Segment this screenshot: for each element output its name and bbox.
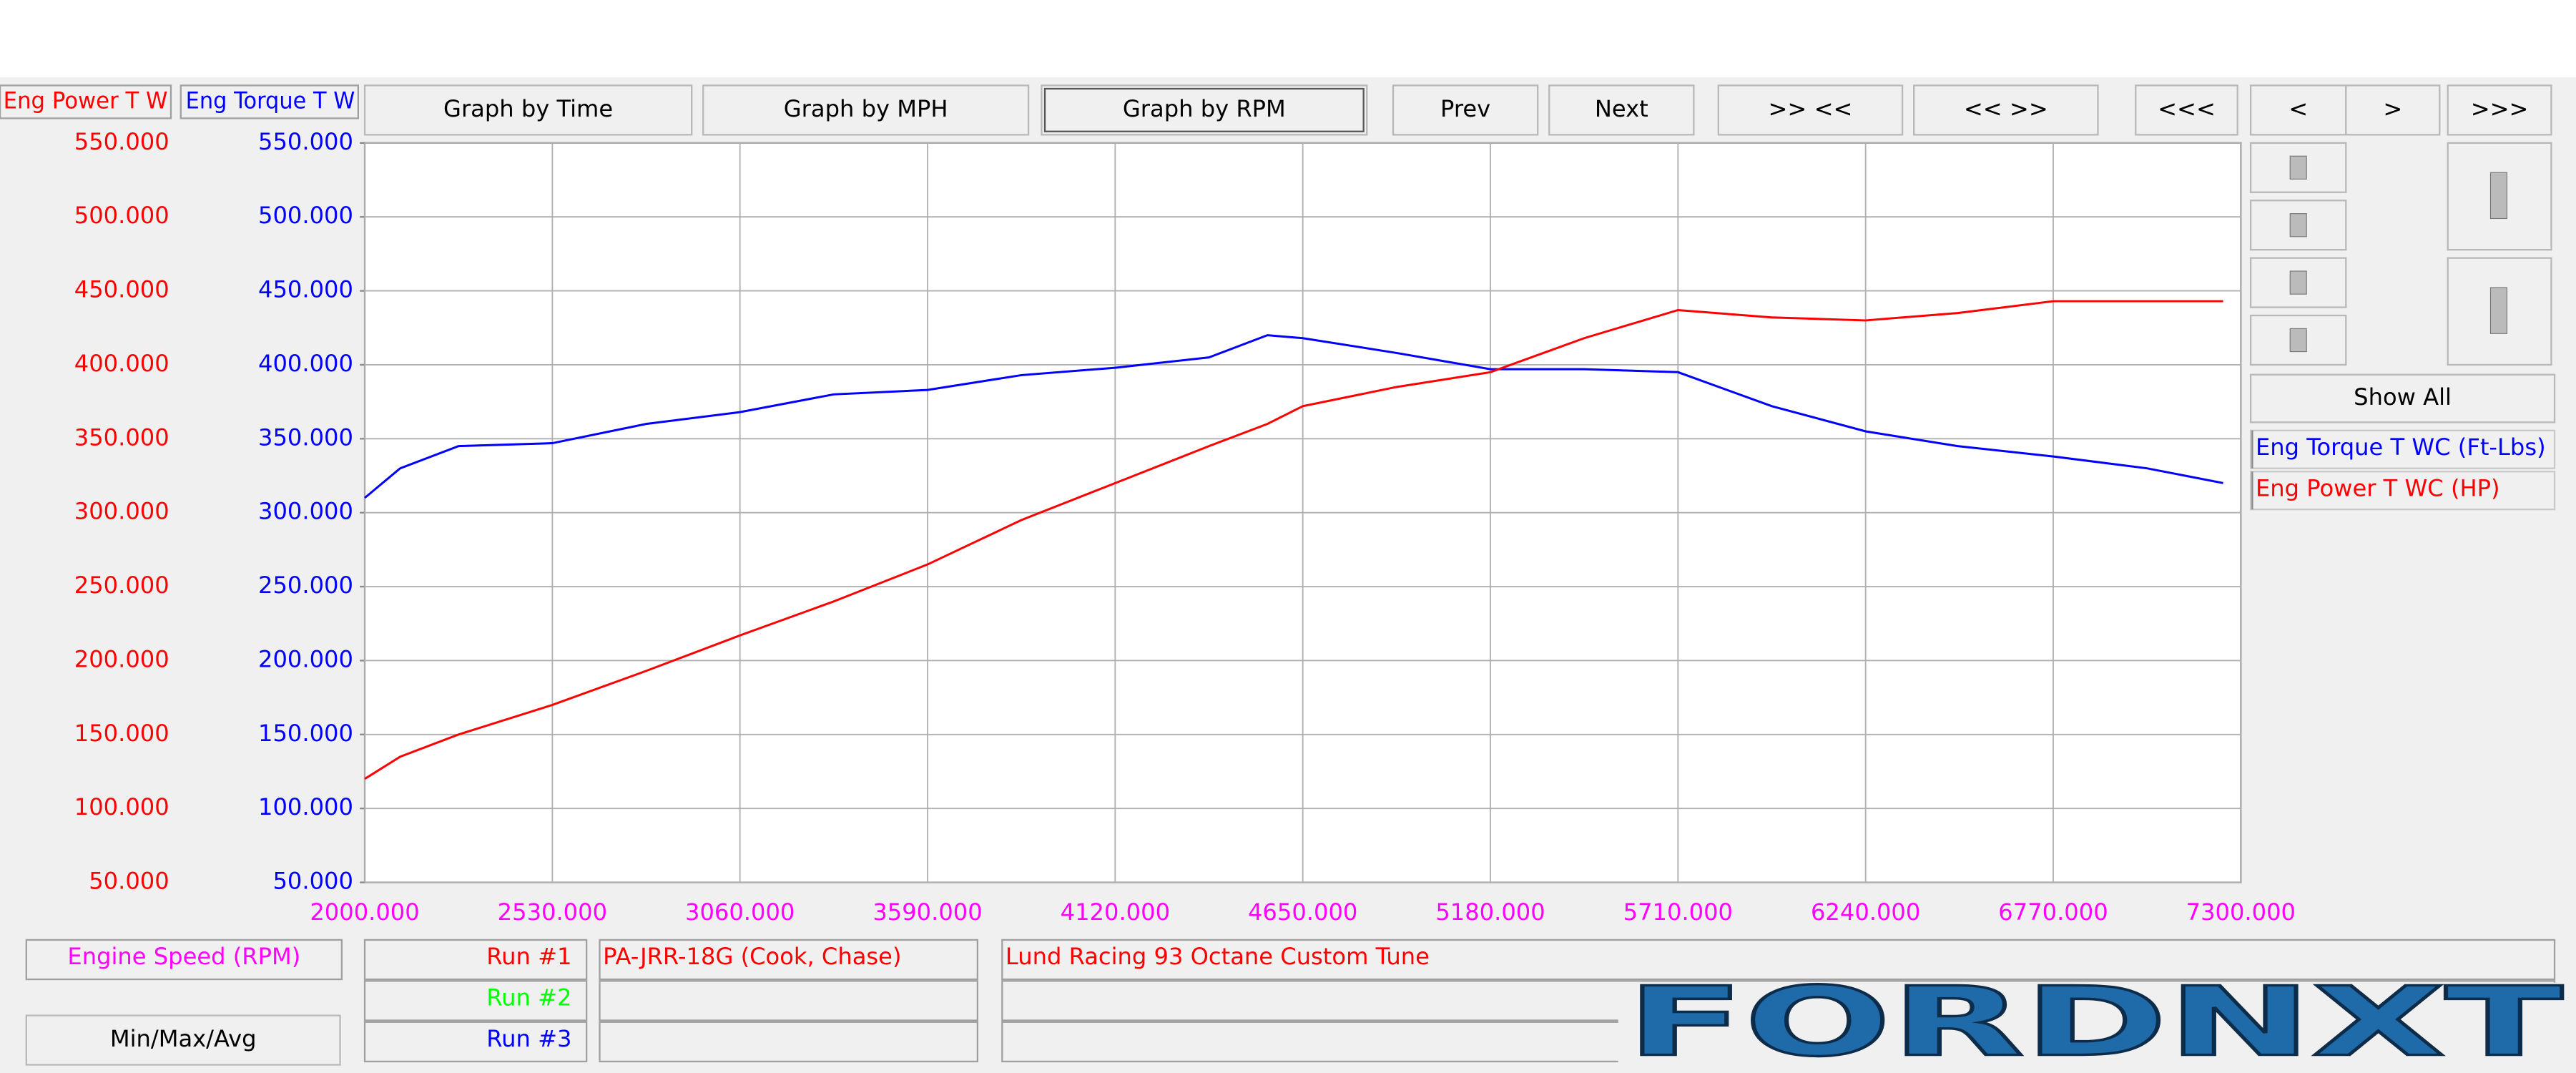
button-label[interactable]: >> <<: [1768, 95, 1852, 122]
button[interactable]: [2447, 84, 2552, 136]
button-label[interactable]: <<<: [2158, 95, 2216, 122]
x-tick-label: 7300.000: [2186, 898, 2296, 926]
button-label[interactable]: >>>: [2471, 95, 2529, 122]
button-label[interactable]: Graph by Time: [443, 95, 613, 122]
scroll-icon: [2289, 328, 2307, 353]
button-label[interactable]: Next: [1595, 95, 1648, 122]
vehicle-name: PA-JRR-18G (Cook, Chase): [603, 943, 901, 970]
y-tick-label: 300.000: [74, 498, 169, 525]
y-tick-label: 400.000: [74, 350, 169, 377]
button-label[interactable]: Show All: [2354, 383, 2452, 411]
button-label[interactable]: >: [2383, 95, 2402, 122]
legend-entry: Eng Torque T WC (Ft-Lbs): [2256, 433, 2546, 461]
button[interactable]: [2345, 84, 2441, 136]
legend-entry: Eng Power T WC (HP): [2256, 475, 2500, 502]
legend-box: [2249, 471, 2556, 511]
x-tick-label: 5180.000: [1435, 898, 1545, 926]
button[interactable]: [363, 84, 693, 136]
y2-tick-label: 150.000: [258, 720, 353, 747]
button[interactable]: [1392, 84, 1539, 136]
y2-tick-label: 250.000: [258, 572, 353, 599]
y2-tick-label: 400.000: [258, 350, 353, 377]
scroll-button[interactable]: [2249, 200, 2347, 251]
axis-header: [0, 84, 172, 119]
data-line: [364, 334, 2223, 499]
x-tick-label: 5710.000: [1623, 898, 1733, 926]
scroll-icon: [2489, 287, 2508, 334]
run-label: Run #1: [486, 943, 571, 970]
y-tick-label: 100.000: [74, 793, 169, 820]
button[interactable]: [702, 84, 1030, 136]
scroll-button[interactable]: [2249, 257, 2347, 308]
button-label[interactable]: Graph by RPM: [1123, 95, 1286, 122]
y2-tick-label: 450.000: [258, 276, 353, 303]
scroll-icon: [2289, 155, 2307, 180]
scroll-icon: [2289, 270, 2307, 295]
y-tick-label: 250.000: [74, 572, 169, 599]
y2-tick-label: 200.000: [258, 645, 353, 672]
button[interactable]: [1041, 84, 1368, 136]
y-tick-label: 350.000: [74, 423, 169, 451]
x-tick-label: 6240.000: [1811, 898, 1920, 926]
button[interactable]: [25, 1014, 341, 1066]
top-band: [0, 0, 2576, 77]
run-label: Run #3: [486, 1025, 571, 1052]
run-label: Run #2: [486, 984, 571, 1011]
tune-box: [1001, 939, 2556, 981]
x-tick-label: 2530.000: [498, 898, 607, 926]
x-tick-label: 2000.000: [310, 898, 419, 926]
scroll-icon: [2489, 172, 2508, 220]
tune-name: Lund Racing 93 Octane Custom Tune: [1006, 943, 1430, 970]
y2-tick-label: 350.000: [258, 423, 353, 451]
button[interactable]: [1913, 84, 2099, 136]
button[interactable]: [2249, 84, 2347, 136]
vehicle-box: [599, 1021, 978, 1063]
run-box: [363, 939, 588, 981]
vehicle-box: [599, 980, 978, 1021]
x-axis-label: Engine Speed (RPM): [67, 943, 300, 970]
logo: FORDNXT: [1626, 967, 2563, 1073]
x-tick-label: 4650.000: [1248, 898, 1357, 926]
button[interactable]: [1717, 84, 1904, 136]
button-label[interactable]: Graph by MPH: [784, 95, 948, 122]
button[interactable]: [2135, 84, 2238, 136]
vehicle-box: [599, 939, 978, 981]
x-tick-label: 3060.000: [685, 898, 795, 926]
legend-box: [2249, 429, 2556, 469]
logo-bg: [1618, 982, 2572, 1069]
button-label[interactable]: << >>: [1964, 95, 2048, 122]
button-label[interactable]: Prev: [1440, 95, 1490, 122]
axis-header-label: Eng Torque T W: [186, 87, 355, 114]
x-tick-label: 3590.000: [872, 898, 982, 926]
y-tick-label: 50.000: [89, 868, 169, 895]
button-label[interactable]: Min/Max/Avg: [110, 1025, 257, 1052]
y-tick-label: 500.000: [74, 202, 169, 229]
data-line: [364, 300, 2223, 780]
scroll-icon: [2289, 213, 2307, 237]
y2-tick-label: 550.000: [258, 128, 353, 155]
button[interactable]: [1548, 84, 1695, 136]
axis-header: [180, 84, 359, 119]
y2-tick-label: 100.000: [258, 793, 353, 820]
x-tick-label: 6770.000: [1998, 898, 2108, 926]
button[interactable]: [2249, 373, 2556, 423]
y2-tick-label: 500.000: [258, 202, 353, 229]
y2-tick-label: 300.000: [258, 498, 353, 525]
run-box: [363, 980, 588, 1021]
y-tick-label: 150.000: [74, 720, 169, 747]
x-label-box: [25, 939, 343, 981]
run-box: [363, 1021, 588, 1063]
y2-tick-label: 50.000: [272, 868, 353, 895]
y-tick-label: 200.000: [74, 645, 169, 672]
y-tick-label: 550.000: [74, 128, 169, 155]
x-tick-label: 4120.000: [1061, 898, 1170, 926]
button-pressed[interactable]: [1043, 87, 1365, 132]
axis-header-label: Eng Power T W: [4, 87, 168, 114]
y-tick-label: 450.000: [74, 276, 169, 303]
button-label[interactable]: <: [2289, 95, 2308, 122]
